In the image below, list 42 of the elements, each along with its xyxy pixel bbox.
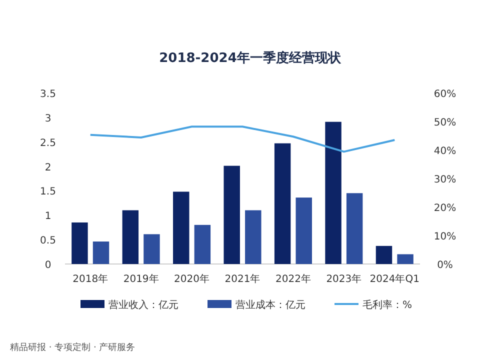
- legend-label: 毛利率：%: [362, 299, 412, 311]
- y2-tick-label: 40%: [434, 146, 456, 157]
- y2-tick-label: 50%: [434, 118, 456, 128]
- bar: [144, 234, 160, 264]
- legend-label: 营业成本：亿元: [236, 299, 306, 311]
- bar: [296, 198, 312, 264]
- text: 精品研报 · 专项定制 · 产研服务: [10, 342, 136, 353]
- x-tick-label: 2020年: [174, 273, 210, 285]
- y2-tick-label: 30%: [434, 174, 456, 186]
- y2-tick-label: 0%: [437, 260, 453, 271]
- y-tick-label: 3: [44, 113, 52, 124]
- bar: [92, 242, 110, 264]
- y-tick-label: 0.5: [40, 236, 56, 247]
- bar: [194, 224, 211, 264]
- x-tick-label: 2018年: [72, 273, 108, 285]
- y2-tick-label: 60%: [434, 89, 456, 100]
- bar: [122, 210, 139, 264]
- bar: [173, 192, 190, 264]
- line-series: [89, 126, 396, 153]
- bar: [224, 166, 240, 264]
- bar: [397, 254, 414, 264]
- chart-title: 2018-2024年一季度经营现状: [159, 50, 342, 66]
- y-tick-label: 0: [44, 260, 52, 271]
- y-tick-label: 2: [44, 162, 52, 174]
- bar: [274, 143, 291, 264]
- bar: [346, 193, 363, 264]
- x-tick-label: 2024年Q1: [370, 273, 420, 285]
- y-tick-label: 2.5: [40, 138, 56, 149]
- bar: [72, 222, 88, 264]
- y-tick-label: 1: [44, 211, 52, 222]
- y-tick-label: 1.5: [40, 186, 56, 198]
- bar: [325, 122, 342, 264]
- x-tick-label: 2021年: [224, 273, 260, 285]
- x-tick-label: 2023年: [326, 273, 362, 285]
- bar: [376, 246, 392, 264]
- y-tick-label: 3.5: [40, 89, 56, 100]
- legend-label: 营业收入：亿元: [108, 299, 178, 311]
- y2-tick-label: 10%: [434, 232, 456, 242]
- x-tick-label: 2022年: [275, 273, 311, 285]
- x-tick-label: 2019年: [123, 273, 159, 285]
- y2-tick-label: 20%: [434, 203, 456, 214]
- bar: [245, 210, 262, 264]
